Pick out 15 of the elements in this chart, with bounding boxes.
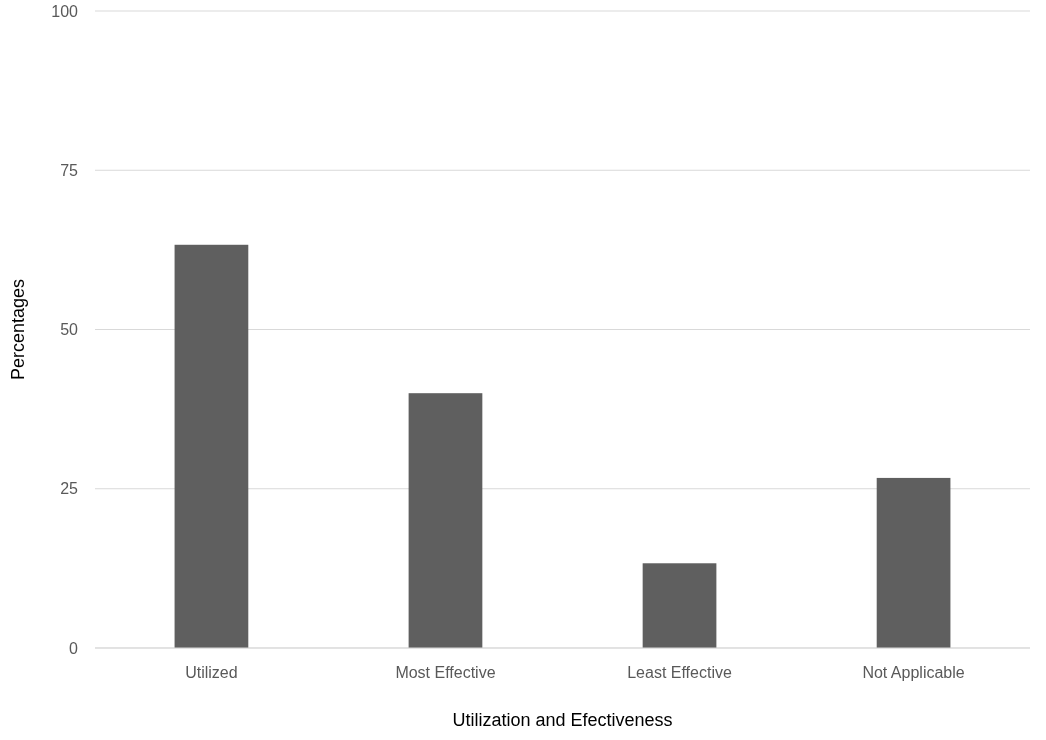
x-tick-label: Most Effective (395, 664, 496, 681)
y-axis-title: Percentages (8, 278, 28, 381)
y-tick-label: 50 (60, 321, 79, 338)
x-tick-label: Utilized (185, 664, 238, 681)
x-axis-title: Utilization and Efectiveness (452, 710, 673, 730)
y-tick-label: 100 (51, 2, 79, 20)
y-tick-label: 75 (60, 161, 79, 179)
bar (876, 477, 951, 648)
x-tick-label: Not Applicable (862, 664, 965, 681)
bar (408, 393, 483, 648)
bar (174, 244, 249, 648)
y-tick-label: 0 (69, 639, 79, 657)
bar (642, 563, 717, 648)
y-tick-label: 25 (60, 480, 79, 498)
x-tick-label: Least Effective (627, 664, 732, 681)
